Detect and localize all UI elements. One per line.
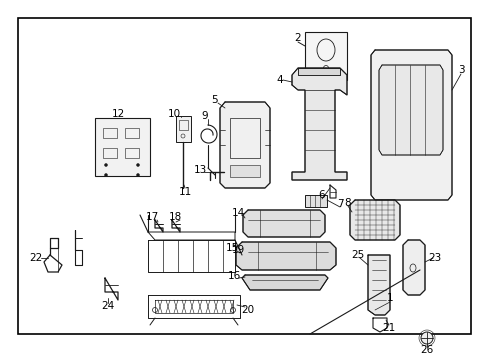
- Text: 6: 6: [318, 190, 325, 200]
- Bar: [176, 116, 191, 142]
- Bar: [305, 195, 326, 207]
- Polygon shape: [243, 210, 325, 237]
- Bar: [179, 120, 187, 130]
- Polygon shape: [291, 68, 346, 180]
- Bar: [305, 32, 346, 80]
- Text: 22: 22: [29, 253, 42, 263]
- Bar: [95, 118, 150, 176]
- Text: 13: 13: [193, 165, 206, 175]
- Ellipse shape: [104, 174, 107, 176]
- Ellipse shape: [104, 163, 107, 166]
- Bar: [229, 165, 260, 177]
- Text: 18: 18: [168, 212, 181, 222]
- Bar: [103, 148, 117, 158]
- Text: 12: 12: [111, 109, 124, 119]
- Ellipse shape: [136, 163, 139, 166]
- Polygon shape: [378, 65, 442, 155]
- Ellipse shape: [420, 332, 432, 344]
- Polygon shape: [297, 68, 339, 75]
- Polygon shape: [349, 200, 399, 240]
- Polygon shape: [367, 255, 389, 315]
- Text: 26: 26: [420, 345, 433, 355]
- Text: 11: 11: [178, 187, 191, 197]
- Text: 24: 24: [101, 301, 114, 311]
- Text: 23: 23: [427, 253, 441, 263]
- Text: 25: 25: [351, 250, 364, 260]
- Text: 10: 10: [167, 109, 180, 119]
- Text: 3: 3: [457, 65, 464, 75]
- Text: 5: 5: [211, 95, 218, 105]
- Polygon shape: [402, 240, 424, 295]
- Polygon shape: [236, 242, 335, 270]
- Text: 20: 20: [241, 305, 254, 315]
- Bar: [103, 128, 117, 138]
- Text: 15: 15: [225, 243, 238, 253]
- Text: 19: 19: [231, 245, 244, 255]
- Text: 14: 14: [231, 208, 244, 218]
- Bar: [125, 148, 139, 158]
- Text: 9: 9: [201, 111, 208, 121]
- Text: 17: 17: [145, 212, 158, 222]
- Text: 21: 21: [382, 323, 395, 333]
- Polygon shape: [242, 275, 327, 290]
- Bar: [125, 128, 139, 138]
- Polygon shape: [220, 102, 269, 188]
- Text: 4: 4: [276, 75, 283, 85]
- Ellipse shape: [136, 174, 139, 176]
- Bar: [229, 118, 260, 158]
- Text: 16: 16: [227, 271, 240, 281]
- Text: 2: 2: [294, 33, 301, 43]
- Text: 1: 1: [386, 293, 392, 303]
- Text: 8: 8: [344, 198, 350, 208]
- Polygon shape: [370, 50, 451, 200]
- Bar: [18, 18, 470, 334]
- Text: 7: 7: [336, 199, 343, 209]
